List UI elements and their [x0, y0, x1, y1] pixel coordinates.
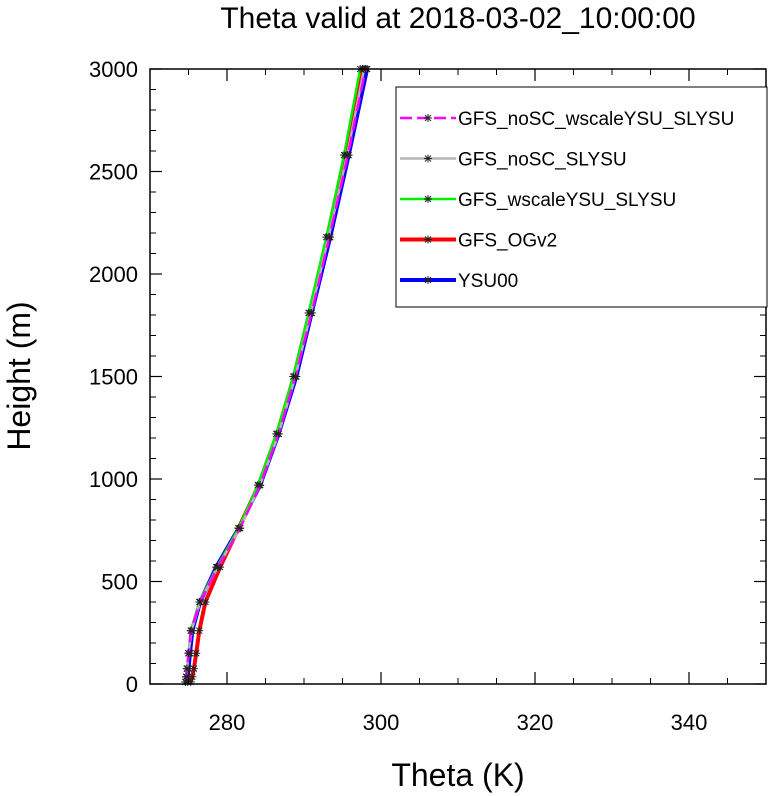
legend-item: GFS_wscaleYSU_SLYSU [400, 190, 676, 211]
data-point [325, 233, 334, 242]
legend-label: YSU00 [458, 271, 518, 292]
y-tick-label: 2000 [89, 262, 138, 287]
legend-label: GFS_OGv2 [458, 231, 557, 252]
data-point [182, 664, 191, 673]
series-line [185, 68, 370, 682]
data-point [307, 308, 316, 317]
x-tick-label: 340 [671, 710, 708, 735]
data-point [184, 649, 193, 658]
data-point [189, 664, 198, 673]
data-point [195, 626, 204, 635]
y-tick-label: 1500 [89, 365, 138, 390]
legend-label: GFS_noSC_wscaleYSU_SLYSU [458, 109, 734, 130]
legend-marker [424, 276, 432, 284]
x-tick-label: 280 [209, 710, 246, 735]
series-layer [181, 65, 372, 686]
legend-box [395, 86, 768, 308]
legend-marker [424, 114, 432, 122]
x-tick-label: 320 [517, 710, 554, 735]
chart-title: Theta valid at 2018-03-02_10:00:00 [220, 2, 695, 35]
y-tick-label: 3000 [89, 57, 138, 82]
data-point [213, 563, 222, 572]
data-point [256, 481, 265, 490]
series-GFS_noSC_wscaleYSU_SLYSU [181, 65, 370, 686]
legend-marker [424, 195, 432, 203]
y-axis-label: Height (m) [1, 301, 37, 450]
series-GFS_OGv2 [186, 65, 367, 686]
data-point [192, 649, 201, 658]
legend-marker [424, 235, 432, 244]
y-tick-label: 2500 [89, 160, 138, 185]
legend-marker [424, 154, 432, 163]
data-point [291, 372, 300, 381]
legend: GFS_noSC_wscaleYSU_SLYSU GFS_noSC_SLYSU GF… [395, 86, 768, 308]
legend-item: GFS_noSC_SLYSU [400, 150, 627, 171]
legend-label: GFS_noSC_SLYSU [458, 150, 627, 171]
legend-label: GFS_wscaleYSU_SLYSU [458, 190, 676, 211]
y-tick-label: 1000 [89, 467, 138, 492]
legend-item: GFS_OGv2 [400, 231, 557, 252]
series-line [188, 68, 365, 683]
y-tick-label: 0 [126, 672, 138, 697]
legend-item: YSU00 [400, 271, 518, 292]
legend-item: GFS_noSC_wscaleYSU_SLYSU [400, 109, 734, 130]
y-tick-label: 500 [101, 570, 138, 595]
data-point [343, 151, 352, 160]
x-tick-label: 300 [363, 710, 400, 735]
data-point [186, 626, 195, 635]
data-point [274, 429, 283, 438]
data-point [196, 598, 205, 606]
x-axis-label: Theta (K) [391, 757, 524, 793]
data-point [236, 524, 245, 533]
